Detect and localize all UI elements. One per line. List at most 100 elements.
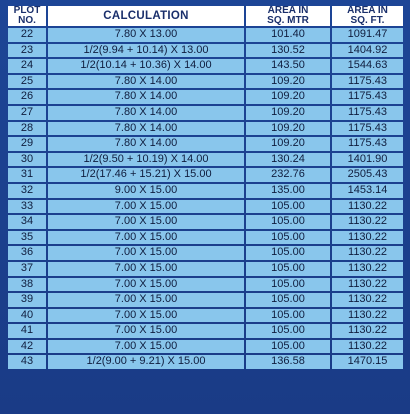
- cell-plot-no: 42: [8, 339, 46, 354]
- cell-area-sqft: 1175.43: [332, 74, 403, 89]
- cell-calculation: 7.00 X 15.00: [48, 277, 244, 292]
- cell-area-sqft: 1453.14: [332, 183, 403, 198]
- cell-plot-no: 31: [8, 168, 46, 182]
- cell-plot-no: 26: [8, 90, 46, 104]
- cell-area-sqm: 105.00: [246, 293, 330, 307]
- cell-area-sqft: 1130.22: [332, 293, 403, 307]
- cell-area-sqft: 1470.15: [332, 355, 403, 370]
- cell-area-sqft: 1401.90: [332, 152, 403, 167]
- cell-area-sqft: 1175.43: [332, 137, 403, 151]
- table-row: 30 1/2(9.50 + 10.19) X 14.00 130.24 1401.90: [8, 152, 403, 167]
- plot-area-table: PLOT NO. CALCULATION AREA IN SQ. MTR AREA …: [6, 4, 405, 371]
- cell-plot-no: 30: [8, 152, 46, 167]
- cell-plot-no: 38: [8, 277, 46, 292]
- header-area-sqm: AREA IN SQ. MTR: [246, 6, 330, 26]
- cell-area-sqft: 1130.22: [332, 324, 403, 338]
- table-row: 43 1/2(9.00 + 9.21) X 15.00 136.58 1470.15: [8, 355, 403, 370]
- cell-plot-no: 36: [8, 246, 46, 260]
- cell-area-sqm: 105.00: [246, 277, 330, 292]
- cell-calculation: 1/2(9.94 + 10.14) X 13.00: [48, 43, 244, 58]
- cell-area-sqm: 143.50: [246, 59, 330, 73]
- cell-area-sqm: 105.00: [246, 261, 330, 276]
- cell-calculation: 7.80 X 14.00: [48, 121, 244, 136]
- cell-area-sqm: 136.58: [246, 355, 330, 370]
- cell-area-sqm: 105.00: [246, 246, 330, 260]
- cell-calculation: 7.80 X 14.00: [48, 137, 244, 151]
- cell-area-sqft: 1130.22: [332, 246, 403, 260]
- header-plot-no: PLOT NO.: [8, 6, 46, 26]
- cell-calculation: 7.00 X 15.00: [48, 199, 244, 214]
- table-body: 22 7.80 X 13.00 101.40 1091.47 23 1/2(9.94 + …: [8, 28, 403, 370]
- cell-area-sqft: 1175.43: [332, 90, 403, 104]
- table-row: 38 7.00 X 15.00 105.00 1130.22: [8, 277, 403, 292]
- table-row: 22 7.80 X 13.00 101.40 1091.47: [8, 28, 403, 42]
- cell-area-sqm: 101.40: [246, 28, 330, 42]
- cell-calculation: 7.00 X 15.00: [48, 339, 244, 354]
- cell-plot-no: 22: [8, 28, 46, 42]
- cell-plot-no: 40: [8, 308, 46, 323]
- cell-area-sqft: 2505.43: [332, 168, 403, 182]
- cell-area-sqm: 105.00: [246, 199, 330, 214]
- cell-area-sqft: 1130.22: [332, 199, 403, 214]
- cell-area-sqft: 1130.22: [332, 215, 403, 229]
- table-row: 24 1/2(10.14 + 10.36) X 14.00 143.50 1544.6…: [8, 59, 403, 73]
- cell-plot-no: 35: [8, 230, 46, 245]
- cell-calculation: 7.80 X 14.00: [48, 90, 244, 104]
- cell-calculation: 1/2(9.50 + 10.19) X 14.00: [48, 152, 244, 167]
- cell-area-sqm: 109.20: [246, 105, 330, 120]
- cell-plot-no: 27: [8, 105, 46, 120]
- cell-area-sqft: 1544.63: [332, 59, 403, 73]
- cell-calculation: 1/2(10.14 + 10.36) X 14.00: [48, 59, 244, 73]
- cell-area-sqm: 105.00: [246, 230, 330, 245]
- cell-calculation: 7.00 X 15.00: [48, 230, 244, 245]
- table-row: 35 7.00 X 15.00 105.00 1130.22: [8, 230, 403, 245]
- cell-plot-no: 24: [8, 59, 46, 73]
- cell-plot-no: 29: [8, 137, 46, 151]
- cell-area-sqft: 1091.47: [332, 28, 403, 42]
- table-row: 33 7.00 X 15.00 105.00 1130.22: [8, 199, 403, 214]
- table-row: 41 7.00 X 15.00 105.00 1130.22: [8, 324, 403, 338]
- cell-calculation: 7.00 X 15.00: [48, 261, 244, 276]
- cell-calculation: 7.80 X 14.00: [48, 105, 244, 120]
- cell-calculation: 1/2(9.00 + 9.21) X 15.00: [48, 355, 244, 370]
- cell-area-sqft: 1175.43: [332, 121, 403, 136]
- cell-calculation: 7.00 X 15.00: [48, 308, 244, 323]
- cell-area-sqft: 1175.43: [332, 105, 403, 120]
- cell-area-sqm: 109.20: [246, 137, 330, 151]
- cell-area-sqm: 130.52: [246, 43, 330, 58]
- cell-area-sqft: 1130.22: [332, 230, 403, 245]
- cell-area-sqm: 105.00: [246, 308, 330, 323]
- cell-calculation: 7.80 X 14.00: [48, 74, 244, 89]
- cell-area-sqft: 1130.22: [332, 308, 403, 323]
- cell-area-sqm: 109.20: [246, 121, 330, 136]
- header-calculation: CALCULATION: [48, 6, 244, 26]
- cell-calculation: 7.80 X 13.00: [48, 28, 244, 42]
- cell-plot-no: 34: [8, 215, 46, 229]
- cell-area-sqm: 135.00: [246, 183, 330, 198]
- cell-area-sqm: 105.00: [246, 339, 330, 354]
- table-row: 26 7.80 X 14.00 109.20 1175.43: [8, 90, 403, 104]
- cell-area-sqft: 1130.22: [332, 277, 403, 292]
- table-header-row: PLOT NO. CALCULATION AREA IN SQ. MTR AREA …: [8, 6, 403, 26]
- cell-area-sqft: 1130.22: [332, 261, 403, 276]
- cell-calculation: 9.00 X 15.00: [48, 183, 244, 198]
- cell-plot-no: 32: [8, 183, 46, 198]
- cell-plot-no: 39: [8, 293, 46, 307]
- table-row: 37 7.00 X 15.00 105.00 1130.22: [8, 261, 403, 276]
- table-row: 29 7.80 X 14.00 109.20 1175.43: [8, 137, 403, 151]
- table-row: 31 1/2(17.46 + 15.21) X 15.00 232.76 2505.4…: [8, 168, 403, 182]
- table-row: 25 7.80 X 14.00 109.20 1175.43: [8, 74, 403, 89]
- table-row: 27 7.80 X 14.00 109.20 1175.43: [8, 105, 403, 120]
- table-row: 42 7.00 X 15.00 105.00 1130.22: [8, 339, 403, 354]
- table-row: 32 9.00 X 15.00 135.00 1453.14: [8, 183, 403, 198]
- cell-plot-no: 25: [8, 74, 46, 89]
- cell-plot-no: 37: [8, 261, 46, 276]
- cell-area-sqm: 232.76: [246, 168, 330, 182]
- cell-area-sqm: 130.24: [246, 152, 330, 167]
- cell-calculation: 7.00 X 15.00: [48, 215, 244, 229]
- table-row: 23 1/2(9.94 + 10.14) X 13.00 130.52 1404.92: [8, 43, 403, 58]
- cell-area-sqm: 109.20: [246, 74, 330, 89]
- cell-calculation: 7.00 X 15.00: [48, 324, 244, 338]
- table-row: 39 7.00 X 15.00 105.00 1130.22: [8, 293, 403, 307]
